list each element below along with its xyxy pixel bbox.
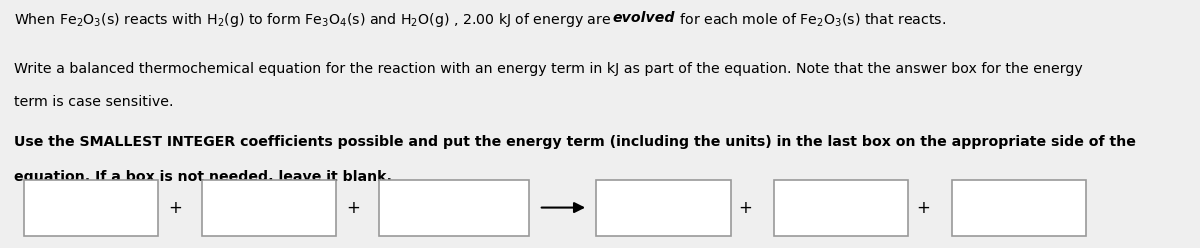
Bar bbox=[952, 180, 1086, 236]
Text: +: + bbox=[738, 199, 752, 217]
Text: +: + bbox=[916, 199, 930, 217]
Bar bbox=[596, 180, 731, 236]
Text: +: + bbox=[168, 199, 182, 217]
Text: +: + bbox=[346, 199, 360, 217]
Text: equation. If a box is not needed, leave it blank.: equation. If a box is not needed, leave … bbox=[14, 170, 392, 184]
Text: for each mole of Fe$_2$O$_3$(s) that reacts.: for each mole of Fe$_2$O$_3$(s) that rea… bbox=[674, 11, 946, 29]
Bar bbox=[379, 180, 529, 236]
Bar bbox=[774, 180, 908, 236]
Bar bbox=[24, 180, 158, 236]
Text: Write a balanced thermochemical equation for the reaction with an energy term in: Write a balanced thermochemical equation… bbox=[14, 62, 1084, 76]
Text: term is case sensitive.: term is case sensitive. bbox=[14, 95, 174, 109]
Text: evolved: evolved bbox=[612, 11, 674, 25]
Text: Use the SMALLEST INTEGER coefficients possible and put the energy term (includin: Use the SMALLEST INTEGER coefficients po… bbox=[14, 135, 1136, 149]
Text: When Fe$_2$O$_3$(s) reacts with H$_2$(g) to form Fe$_3$O$_4$(s) and H$_2$O(g) , : When Fe$_2$O$_3$(s) reacts with H$_2$(g)… bbox=[14, 11, 612, 29]
Bar bbox=[202, 180, 336, 236]
